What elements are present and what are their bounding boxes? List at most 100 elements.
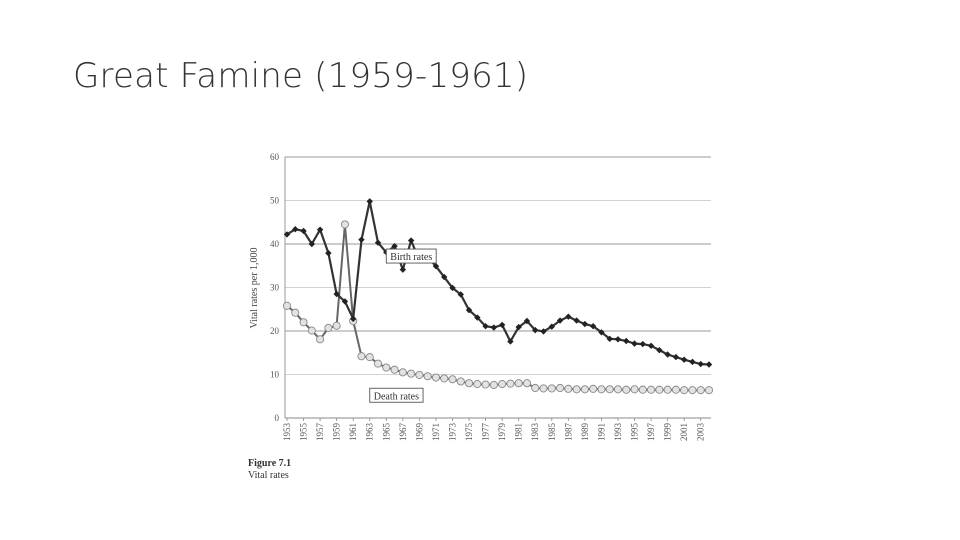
data-point — [656, 346, 663, 354]
data-point — [556, 317, 564, 324]
x-tick-label: 1953 — [282, 423, 292, 442]
data-point — [415, 370, 424, 379]
data-point — [431, 373, 440, 382]
data-point — [308, 240, 316, 248]
data-point — [399, 266, 407, 273]
data-point — [325, 249, 332, 257]
x-tick-label: 1991 — [596, 423, 606, 441]
x-tick-label: 2003 — [696, 423, 706, 442]
data-point — [605, 385, 614, 394]
data-point — [689, 358, 696, 366]
data-point — [374, 239, 382, 246]
data-point — [340, 220, 349, 229]
x-tick-label: 1979 — [497, 423, 507, 442]
data-point — [663, 385, 672, 394]
data-point — [482, 323, 489, 330]
data-point — [473, 380, 482, 389]
data-point — [697, 360, 704, 368]
data-point — [531, 383, 540, 393]
data-point — [589, 323, 597, 330]
data-point — [671, 385, 680, 394]
x-tick-label: 1965 — [381, 423, 391, 442]
y-tick-label: 20 — [270, 326, 280, 336]
annotation-death-rates: Death rates — [369, 387, 424, 403]
data-point — [680, 356, 688, 363]
data-point — [373, 359, 383, 368]
y-tick-label: 10 — [270, 370, 280, 380]
annotation-layer: Birth rates Death rates — [369, 248, 437, 403]
series-line — [286, 200, 710, 366]
y-axis-label: Vital rates per 1,000 — [249, 247, 260, 328]
data-point — [498, 321, 506, 329]
grid-lines — [284, 156, 711, 419]
data-point — [316, 226, 324, 233]
data-point — [572, 385, 581, 394]
data-point — [441, 273, 448, 281]
data-point — [307, 326, 316, 335]
data-point — [639, 340, 647, 348]
x-tick-label: 1975 — [464, 423, 474, 442]
y-tick-label: 50 — [270, 196, 280, 206]
data-point — [398, 368, 407, 377]
data-point — [581, 320, 589, 328]
x-tick-label: 1983 — [530, 423, 540, 442]
data-point — [565, 313, 572, 320]
data-point — [498, 380, 507, 389]
y-axis-ticks: 0 10 20 30 40 50 60 — [270, 152, 280, 423]
data-point — [324, 323, 333, 333]
data-point — [532, 326, 539, 334]
data-point — [407, 237, 415, 244]
data-point — [283, 231, 291, 238]
x-tick-label: 1963 — [365, 423, 375, 442]
slide-title: Great Famine (1959-1961) — [73, 56, 529, 96]
data-point — [547, 384, 556, 393]
data-point — [704, 386, 714, 395]
data-point — [391, 242, 398, 250]
data-point — [580, 385, 589, 394]
data-point — [481, 380, 490, 389]
data-point — [556, 383, 565, 393]
annotation-box — [385, 248, 437, 264]
data-point — [341, 298, 349, 305]
x-tick-label: 1955 — [299, 423, 309, 442]
x-tick-label: 1969 — [414, 423, 424, 442]
series-line — [286, 223, 709, 392]
data-point — [573, 317, 580, 324]
y-tick-label: 30 — [270, 283, 280, 293]
data-point — [647, 385, 656, 394]
x-tick-label: 1961 — [348, 423, 358, 441]
data-point — [382, 363, 391, 372]
data-point — [464, 379, 474, 388]
annotation-box — [369, 387, 424, 403]
data-point — [613, 385, 623, 394]
data-point — [655, 385, 664, 394]
x-tick-label: 1999 — [663, 423, 673, 442]
x-tick-label: 1973 — [447, 423, 457, 442]
x-tick-label: 1989 — [580, 423, 590, 442]
data-point — [490, 324, 498, 331]
data-point — [589, 384, 598, 393]
data-point — [333, 290, 340, 298]
y-tick-label: 60 — [270, 152, 280, 162]
data-point — [622, 385, 631, 394]
data-point — [282, 301, 292, 310]
data-point — [623, 337, 630, 345]
data-point — [449, 284, 456, 292]
data-point — [638, 385, 647, 394]
data-point — [300, 227, 307, 235]
annotation-birth-rates: Birth rates — [385, 248, 437, 264]
data-point — [358, 236, 365, 243]
data-point — [390, 365, 399, 374]
data-point — [440, 374, 449, 383]
x-tick-label: 1993 — [613, 423, 623, 442]
x-tick-label: 1959 — [332, 423, 342, 442]
data-point — [598, 329, 605, 336]
annotation-label: Death rates — [374, 391, 419, 402]
x-axis-ticks: 1953 1955 1957 1959 1961 1963 1965 1967 1969 1971… — [282, 418, 706, 441]
data-point — [507, 338, 514, 345]
data-point — [522, 379, 532, 388]
y-tick-label: 40 — [270, 239, 280, 249]
data-point — [299, 318, 308, 327]
data-point — [366, 198, 373, 205]
